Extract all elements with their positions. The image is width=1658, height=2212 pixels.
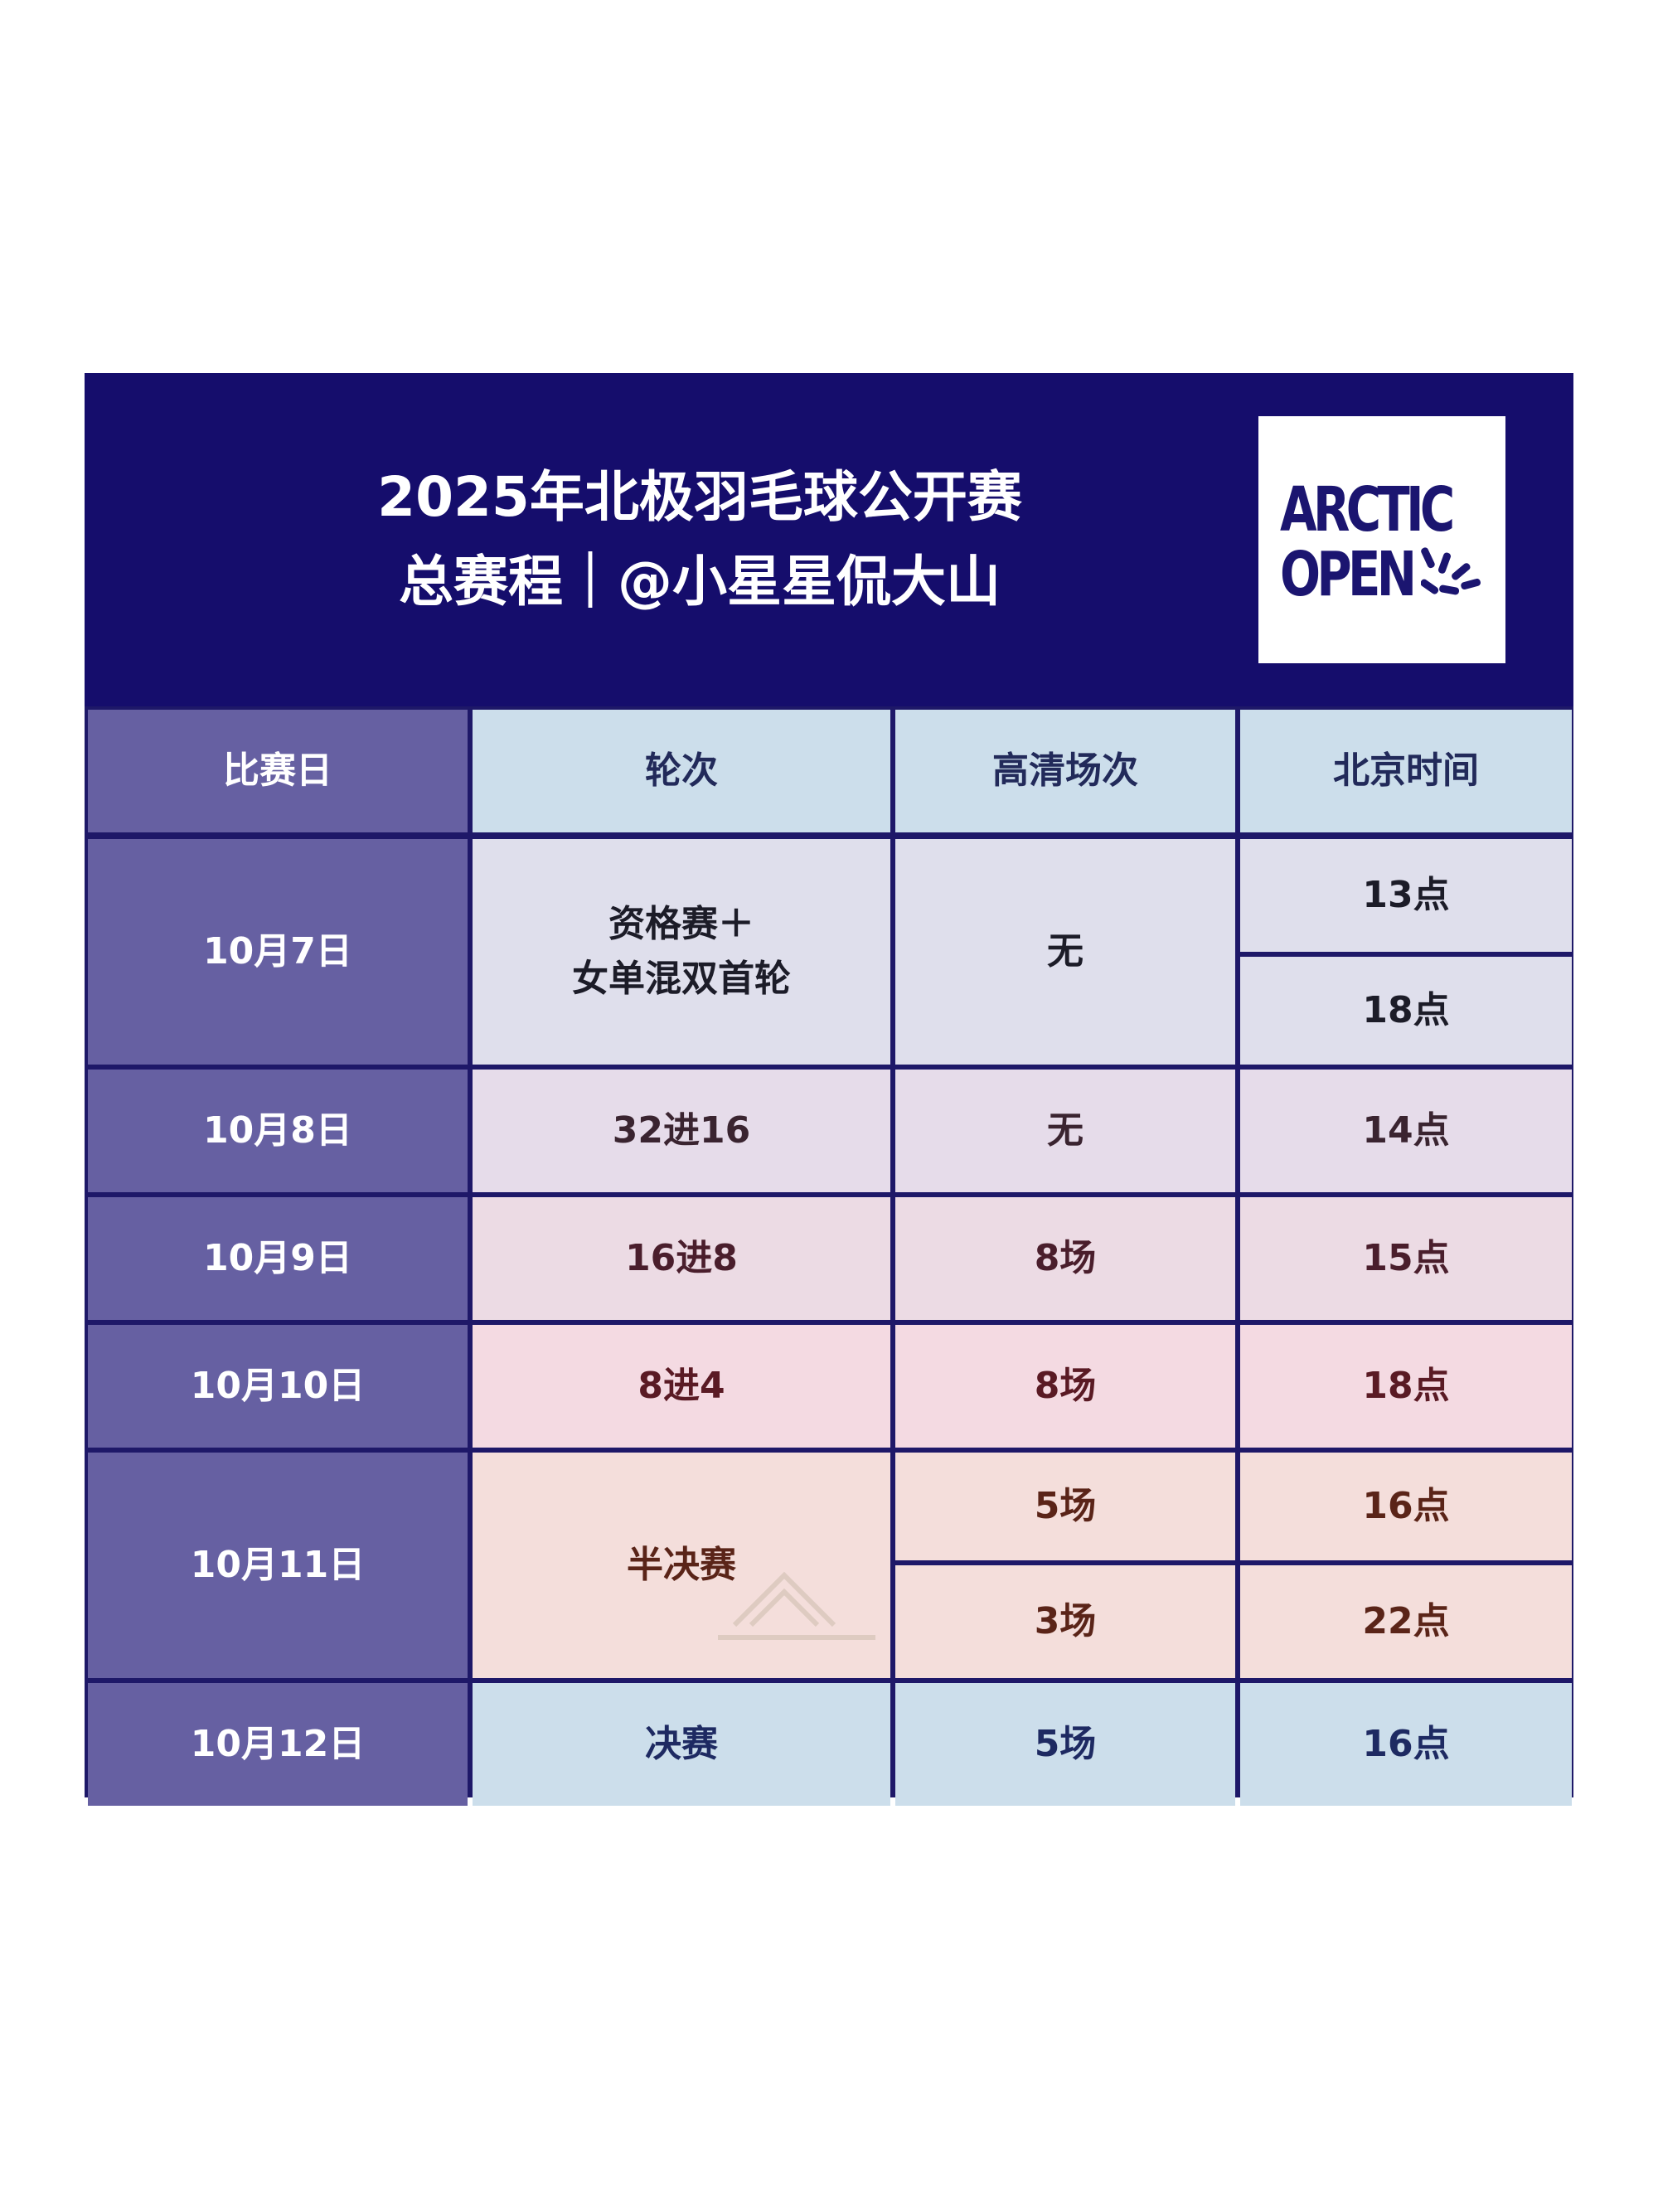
table-row-hd: 5场 [895,1683,1235,1806]
table-row-time: 16点 [1240,1453,1572,1560]
table-row-date: 10月10日 [88,1325,468,1448]
table-row-hd: 8场 [895,1197,1235,1320]
table-row-date: 10月12日 [88,1683,468,1806]
column-header-round: 轮次 [473,710,890,832]
table-row-round: 决赛 [473,1683,890,1806]
table-row-round: 16进8 [473,1197,890,1320]
table-row-time: 18点 [1240,957,1572,1065]
table-row-hd: 无 [895,839,1235,1065]
table-row-time: 16点 [1240,1683,1572,1806]
table-row-round: 半决赛 [473,1453,890,1678]
table-row-date: 10月11日 [88,1453,468,1678]
table-row-round: 32进16 [473,1070,890,1192]
table-row-time: 15点 [1240,1197,1572,1320]
column-header-time: 北京时间 [1240,710,1572,832]
table-row-date: 10月9日 [88,1197,468,1320]
table-row-hd: 3场 [895,1565,1235,1678]
round-line-2: 女单混双首轮 [572,958,791,1000]
title-line-2: 总赛程｜@小星星侃大山 [399,550,1001,614]
column-header-hd: 高清场次 [895,710,1235,832]
table-row-time: 13点 [1240,839,1572,952]
shuttle-burst-icon [1421,547,1481,595]
column-header-date: 比赛日 [88,710,468,832]
table-row-date: 10月7日 [88,839,468,1065]
arctic-open-logo: ARCTIC OPEN [1258,416,1505,663]
logo-line-2: OPEN [1280,539,1417,610]
page-title: 2025年北极羽毛球公开赛 总赛程｜@小星星侃大山 [85,373,1315,706]
title-line-1: 2025年北极羽毛球公开赛 [377,465,1022,529]
table-row-round: 资格赛＋ 女单混双首轮 [473,839,890,1065]
schedule-header: 2025年北极羽毛球公开赛 总赛程｜@小星星侃大山 ARCTIC OPEN [85,373,1573,706]
logo-wordmark: ARCTIC OPEN [1280,474,1455,610]
watermark-logo [718,1571,875,1640]
table-row-round: 8进4 [473,1325,890,1448]
table-row-hd: 无 [895,1070,1235,1192]
table-row-time: 22点 [1240,1565,1572,1678]
table-row-time: 14点 [1240,1070,1572,1192]
table-row-time: 18点 [1240,1325,1572,1448]
table-row-hd: 8场 [895,1325,1235,1448]
table-row-hd: 5场 [895,1453,1235,1560]
logo-line-1: ARCTIC [1280,474,1455,546]
round-line-1: 资格赛＋ [608,903,754,945]
table-row-date: 10月8日 [88,1070,468,1192]
